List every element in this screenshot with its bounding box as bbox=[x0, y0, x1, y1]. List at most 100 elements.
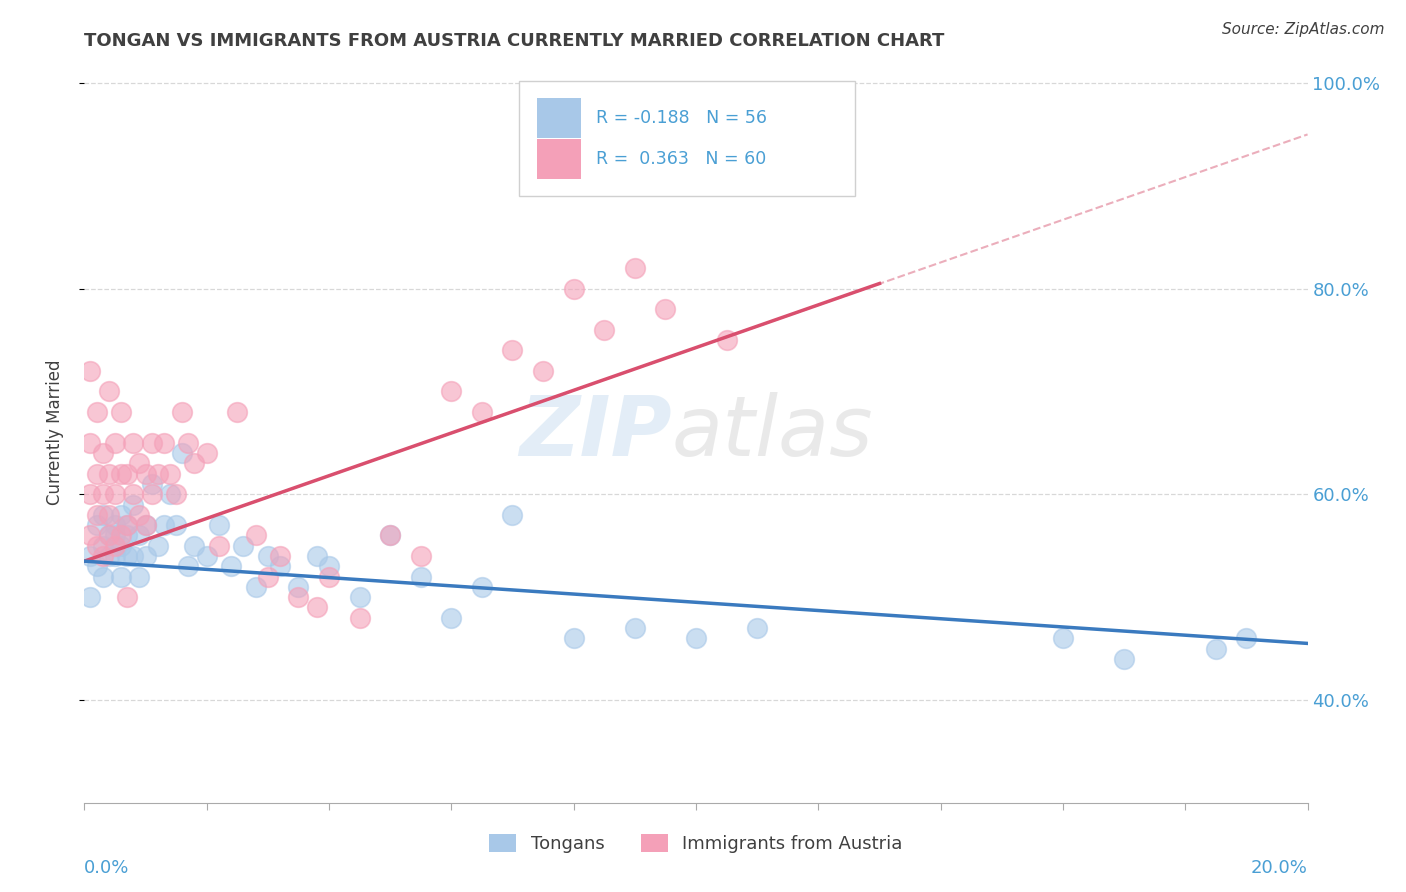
Point bbox=[685, 632, 707, 646]
Point bbox=[104, 539, 127, 553]
Point bbox=[86, 508, 108, 522]
Point bbox=[122, 487, 145, 501]
Point bbox=[380, 528, 402, 542]
Text: 20.0%: 20.0% bbox=[1251, 859, 1308, 878]
Y-axis label: Currently Married: Currently Married bbox=[45, 359, 63, 506]
Point bbox=[531, 364, 554, 378]
Point bbox=[440, 611, 463, 625]
Point bbox=[165, 487, 187, 501]
Point bbox=[115, 467, 138, 481]
Point bbox=[305, 549, 328, 563]
Point bbox=[91, 508, 114, 522]
Point bbox=[135, 518, 157, 533]
Point bbox=[269, 559, 291, 574]
Point bbox=[562, 632, 585, 646]
FancyBboxPatch shape bbox=[537, 98, 581, 138]
Point bbox=[115, 528, 138, 542]
Point bbox=[349, 611, 371, 625]
Point bbox=[747, 621, 769, 635]
Point bbox=[86, 539, 108, 553]
Point bbox=[208, 539, 231, 553]
Point bbox=[593, 323, 616, 337]
Text: R = -0.188   N = 56: R = -0.188 N = 56 bbox=[596, 109, 766, 127]
Point bbox=[409, 549, 432, 563]
Point bbox=[122, 436, 145, 450]
Point bbox=[409, 569, 432, 583]
Point bbox=[115, 518, 138, 533]
Point bbox=[562, 282, 585, 296]
Point bbox=[146, 539, 169, 553]
Point bbox=[79, 549, 101, 563]
Point bbox=[79, 436, 101, 450]
Point bbox=[91, 569, 114, 583]
Point bbox=[624, 261, 647, 276]
Point bbox=[172, 446, 194, 460]
Point bbox=[128, 569, 150, 583]
Point bbox=[104, 549, 127, 563]
Point bbox=[104, 528, 127, 542]
Point bbox=[153, 518, 176, 533]
Point bbox=[257, 569, 280, 583]
Point bbox=[1205, 641, 1227, 656]
Point bbox=[104, 436, 127, 450]
Point bbox=[141, 477, 163, 491]
Point bbox=[110, 569, 132, 583]
Point bbox=[716, 333, 738, 347]
Point bbox=[502, 343, 524, 358]
Text: 0.0%: 0.0% bbox=[84, 859, 129, 878]
Point bbox=[110, 467, 132, 481]
Text: atlas: atlas bbox=[672, 392, 873, 473]
Point bbox=[91, 446, 114, 460]
Point bbox=[318, 569, 340, 583]
Point bbox=[86, 518, 108, 533]
Point bbox=[135, 467, 157, 481]
Point bbox=[183, 539, 205, 553]
Point bbox=[135, 518, 157, 533]
Point bbox=[79, 590, 101, 604]
Point bbox=[115, 549, 138, 563]
Point bbox=[245, 528, 267, 542]
Point bbox=[128, 528, 150, 542]
Point bbox=[79, 364, 101, 378]
Point bbox=[1236, 632, 1258, 646]
Point bbox=[226, 405, 249, 419]
Point bbox=[305, 600, 328, 615]
Point bbox=[165, 518, 187, 533]
Point bbox=[86, 405, 108, 419]
Point bbox=[141, 436, 163, 450]
Point bbox=[159, 467, 181, 481]
Point bbox=[177, 436, 200, 450]
Point bbox=[141, 487, 163, 501]
Point bbox=[502, 508, 524, 522]
Legend: Tongans, Immigrants from Austria: Tongans, Immigrants from Austria bbox=[482, 827, 910, 861]
Point bbox=[115, 518, 138, 533]
Point bbox=[195, 549, 218, 563]
Point bbox=[110, 539, 132, 553]
Point bbox=[195, 446, 218, 460]
Point bbox=[91, 487, 114, 501]
Point bbox=[97, 528, 120, 542]
Point bbox=[654, 302, 676, 317]
Point bbox=[287, 590, 309, 604]
Point bbox=[208, 518, 231, 533]
Point bbox=[79, 528, 101, 542]
Point bbox=[471, 580, 494, 594]
Point bbox=[135, 549, 157, 563]
Point bbox=[471, 405, 494, 419]
Point bbox=[122, 498, 145, 512]
Point bbox=[97, 467, 120, 481]
Point bbox=[349, 590, 371, 604]
Point bbox=[380, 528, 402, 542]
Text: ZIP: ZIP bbox=[519, 392, 672, 473]
Point bbox=[86, 467, 108, 481]
Point bbox=[104, 487, 127, 501]
Point bbox=[624, 621, 647, 635]
Point bbox=[128, 508, 150, 522]
Point bbox=[91, 539, 114, 553]
Point bbox=[97, 384, 120, 399]
Point bbox=[287, 580, 309, 594]
Point bbox=[177, 559, 200, 574]
Point bbox=[172, 405, 194, 419]
Point bbox=[86, 559, 108, 574]
Point bbox=[79, 487, 101, 501]
